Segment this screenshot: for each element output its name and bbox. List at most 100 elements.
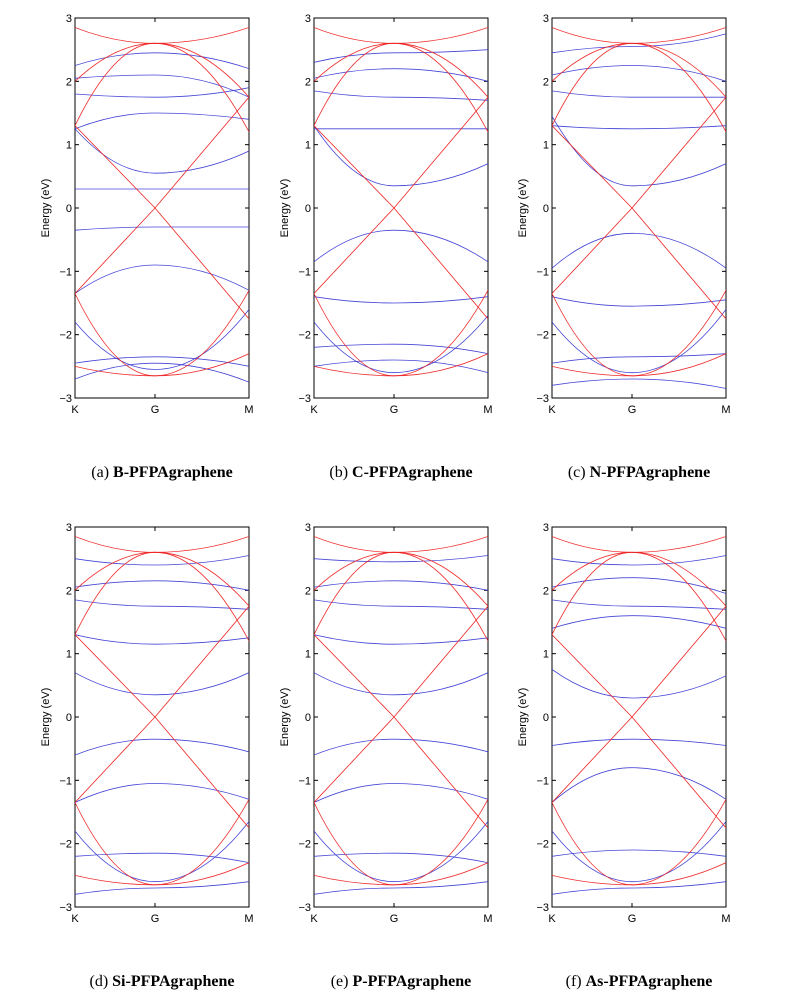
x-tick-label: M — [483, 404, 492, 416]
y-tick-label: −3 — [536, 393, 549, 405]
y-tick-label: −2 — [536, 839, 549, 851]
x-tick-label: K — [548, 404, 556, 416]
band-lines — [314, 536, 488, 895]
doped-band-1 — [552, 232, 726, 269]
y-axis-label: Energy (eV) — [517, 688, 529, 747]
caption-d: (d) Si-PFPAgraphene — [42, 973, 282, 991]
doped-band-6 — [314, 852, 488, 864]
x-tick-label: M — [483, 913, 492, 925]
panel-e: −3 −2 −1 0 1 2 3 K G M Energy (eV) — [279, 522, 493, 925]
y-tick-label: −1 — [536, 266, 549, 278]
doped-band-5 — [314, 599, 488, 610]
y-tick-label: 1 — [305, 649, 311, 661]
doped-band-6 — [552, 353, 726, 364]
doped-band-3 — [75, 783, 249, 803]
caption-letter: (d) — [89, 973, 109, 990]
panel-b: −3 −2 −1 0 1 2 3 K G M Energy (eV) — [279, 13, 493, 416]
y-tick-label: −1 — [298, 775, 311, 787]
caption-f: (f) As-PFPAgraphene — [519, 973, 759, 991]
doped-band-1 — [314, 229, 488, 263]
caption-c: (c) N-PFPAgraphene — [519, 464, 759, 482]
y-tick-label: 2 — [305, 76, 311, 88]
dirac-line-up — [75, 605, 249, 803]
doped-band-2 — [75, 226, 249, 231]
x-tick-label: G — [151, 913, 160, 925]
doped-band-0 — [314, 125, 488, 187]
doped-band-3 — [552, 296, 726, 307]
caption-e: (e) P-PFPAgraphene — [281, 973, 521, 991]
caption-name: As-PFPAgraphene — [585, 973, 713, 990]
pristine-band-5 — [75, 353, 249, 377]
doped-band-8 — [552, 821, 726, 883]
doped-band-10 — [75, 74, 249, 98]
x-tick-label: M — [721, 913, 730, 925]
caption-letter: (b) — [329, 464, 349, 481]
y-tick-label: −3 — [298, 393, 311, 405]
y-tick-label: 0 — [543, 712, 549, 724]
doped-band-1 — [75, 738, 249, 756]
y-tick-label: 2 — [543, 585, 549, 597]
dirac-line-up — [75, 96, 249, 294]
y-tick-label: 3 — [305, 522, 311, 534]
panel-c: −3 −2 −1 0 1 2 3 K G M Energy (eV) — [517, 13, 731, 416]
y-tick-label: −2 — [536, 330, 549, 342]
pristine-band-5 — [75, 862, 249, 886]
doped-band-9 — [552, 378, 726, 389]
caption-name: B-PFPAgraphene — [113, 464, 233, 481]
doped-band-0 — [314, 672, 488, 696]
x-tick-label: G — [390, 913, 399, 925]
doped-band-2 — [314, 634, 488, 645]
y-tick-label: −1 — [298, 266, 311, 278]
doped-band-8 — [314, 821, 488, 883]
doped-band-7 — [314, 359, 488, 374]
y-tick-label: 1 — [543, 140, 549, 152]
y-tick-label: −1 — [59, 266, 72, 278]
doped-band-6 — [75, 852, 249, 864]
panel-f: −3 −2 −1 0 1 2 3 K G M Energy (eV) — [517, 522, 731, 925]
doped-band-9 — [314, 68, 488, 82]
y-tick-label: 0 — [66, 712, 72, 724]
caption-letter: (a) — [91, 464, 110, 481]
x-tick-label: K — [548, 913, 556, 925]
doped-band-4 — [552, 33, 726, 54]
band-lines — [552, 27, 726, 389]
x-tick-label: G — [628, 404, 637, 416]
doped-band-9 — [75, 309, 249, 370]
y-tick-label: 2 — [66, 76, 72, 88]
doped-band-0 — [552, 669, 726, 699]
caption-letter: (f) — [565, 973, 582, 990]
panel-d: −3 −2 −1 0 1 2 3 K G M Energy (eV) — [40, 522, 254, 925]
y-tick-label: 1 — [543, 649, 549, 661]
x-tick-label: G — [151, 404, 160, 416]
y-tick-label: −1 — [536, 775, 549, 787]
pristine-band-5 — [314, 862, 488, 886]
y-tick-label: 2 — [543, 76, 549, 88]
pristine-band-4 — [314, 551, 488, 607]
band-lines — [75, 536, 249, 895]
y-tick-label: 1 — [66, 140, 72, 152]
doped-band-7 — [552, 309, 726, 374]
doped-band-0 — [75, 672, 249, 696]
y-tick-label: 3 — [66, 522, 72, 534]
doped-band-5 — [552, 90, 726, 98]
doped-band-4 — [75, 112, 249, 130]
doped-band-4 — [552, 555, 726, 566]
doped-band-3 — [552, 767, 726, 803]
doped-band-7 — [314, 881, 488, 895]
y-tick-label: −3 — [59, 393, 72, 405]
y-tick-label: 1 — [305, 140, 311, 152]
pristine-band-5 — [552, 862, 726, 886]
doped-band-9 — [552, 577, 726, 594]
doped-band-4 — [314, 49, 488, 63]
caption-a: (a) B-PFPAgraphene — [42, 464, 282, 482]
caption-b: (b) C-PFPAgraphene — [281, 464, 521, 482]
caption-name: P-PFPAgraphene — [352, 973, 472, 990]
x-tick-label: K — [310, 913, 318, 925]
doped-band-6 — [552, 849, 726, 857]
caption-letter: (c) — [567, 464, 586, 481]
y-tick-label: 1 — [66, 649, 72, 661]
y-tick-label: −2 — [298, 330, 311, 342]
doped-band-3 — [75, 264, 249, 294]
y-tick-label: −3 — [298, 902, 311, 914]
x-tick-label: K — [71, 913, 79, 925]
